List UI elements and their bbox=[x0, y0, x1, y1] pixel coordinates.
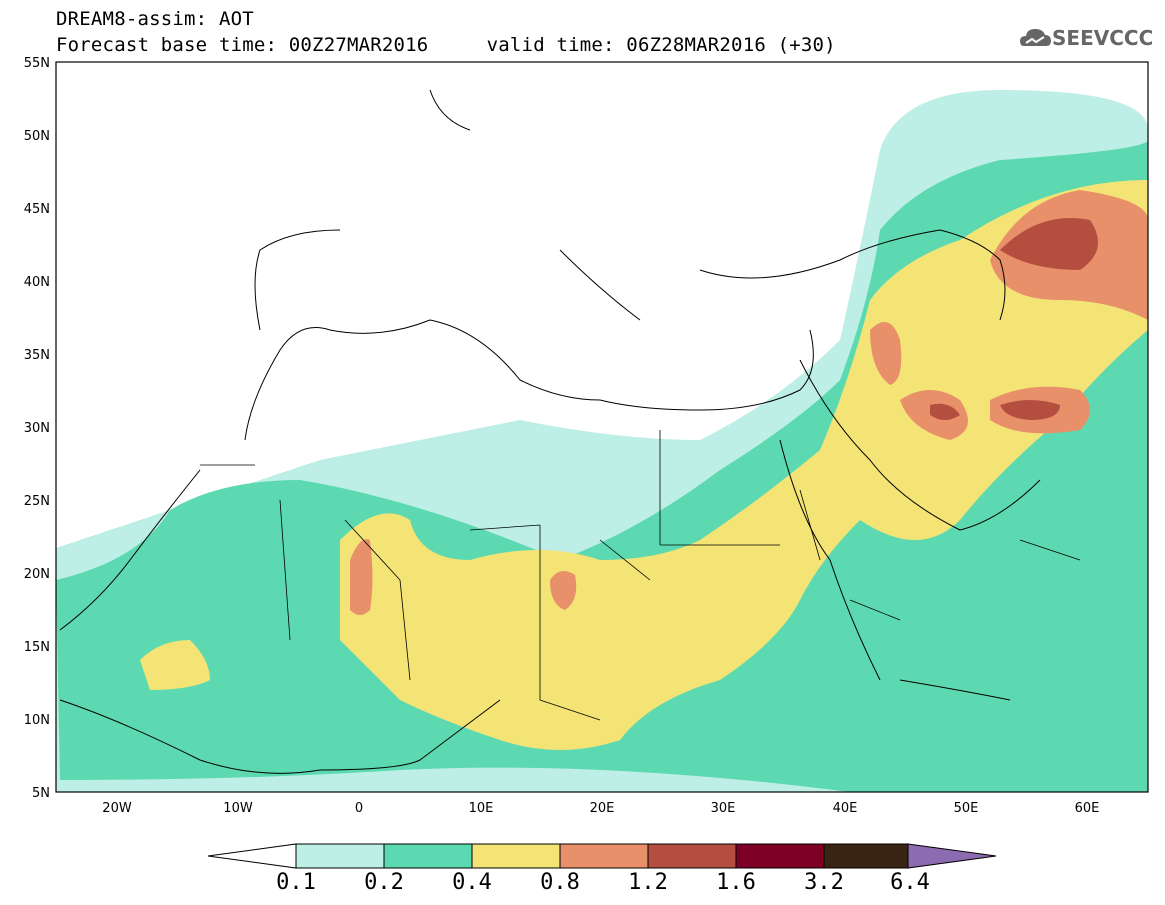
colorbar-swatch bbox=[383, 843, 473, 869]
colorbar-swatch bbox=[735, 843, 825, 869]
lat-tick-label: 50N bbox=[24, 129, 50, 144]
colorbar-swatch bbox=[559, 843, 649, 869]
lat-tick-label: 20N bbox=[24, 567, 50, 582]
lat-tick-label: 10N bbox=[24, 713, 50, 728]
lon-tick-label: 60E bbox=[1075, 801, 1100, 816]
lat-tick-label: 15N bbox=[24, 640, 50, 655]
colorbar-label: 0.1 bbox=[276, 870, 316, 895]
colorbar-label: 1.6 bbox=[716, 870, 756, 895]
colorbar-label: 6.4 bbox=[890, 870, 930, 895]
lon-tick-label: 30E bbox=[711, 801, 736, 816]
lon-tick-label: 20W bbox=[102, 801, 132, 816]
colorbar bbox=[207, 843, 997, 869]
cloud-icon bbox=[1020, 29, 1051, 46]
map-frame bbox=[55, 61, 1149, 793]
colorbar-label: 1.2 bbox=[628, 870, 668, 895]
lon-tick-label: 10W bbox=[223, 801, 253, 816]
lon-tick-label: 0 bbox=[355, 801, 363, 816]
colorbar-under-arrow bbox=[207, 843, 297, 869]
colorbar-swatch bbox=[295, 843, 385, 869]
colorbar-swatch bbox=[647, 843, 737, 869]
colorbar-swatch bbox=[823, 843, 909, 869]
forecast-times: Forecast base time: 00Z27MAR2016 valid t… bbox=[56, 34, 836, 56]
lat-tick-label: 5N bbox=[32, 786, 50, 801]
brand-logo-text: SEEVCCC bbox=[1052, 26, 1154, 50]
colorbar-label: 0.2 bbox=[364, 870, 404, 895]
lat-tick-label: 35N bbox=[24, 348, 50, 363]
lat-axis: 55N 50N 45N 40N 35N 30N 25N 20N 15N 10N … bbox=[24, 56, 50, 801]
colorbar-label: 3.2 bbox=[804, 870, 844, 895]
lon-tick-label: 50E bbox=[954, 801, 979, 816]
lon-axis: 20W 10W 0 10E 20E 30E 40E 50E 60E bbox=[102, 801, 1099, 816]
lon-tick-label: 10E bbox=[469, 801, 494, 816]
lon-tick-label: 20E bbox=[590, 801, 615, 816]
lat-tick-label: 40N bbox=[24, 275, 50, 290]
map-title: DREAM8-assim: AOT bbox=[56, 8, 254, 30]
colorbar-label: 0.8 bbox=[540, 870, 580, 895]
colorbar-swatch bbox=[471, 843, 561, 869]
colorbar-over-arrow bbox=[907, 843, 997, 869]
lat-tick-label: 55N bbox=[24, 56, 50, 71]
lat-tick-label: 45N bbox=[24, 202, 50, 217]
lat-tick-label: 30N bbox=[24, 421, 50, 436]
lat-tick-label: 25N bbox=[24, 494, 50, 509]
lon-tick-label: 40E bbox=[833, 801, 858, 816]
colorbar-label: 0.4 bbox=[452, 870, 492, 895]
aot-field bbox=[56, 62, 1148, 792]
